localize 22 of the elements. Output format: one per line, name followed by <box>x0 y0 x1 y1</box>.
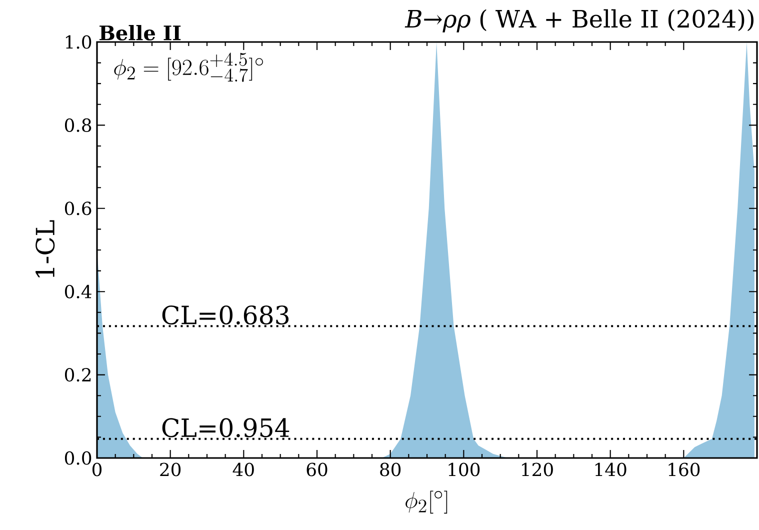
annotation: CL=0.683 <box>162 305 289 325</box>
x-tick-label: 100 <box>448 462 480 476</box>
annotation: CL=0.954 <box>162 418 290 438</box>
text: Belle II <box>100 24 181 40</box>
y-tick-label: 0.8 <box>64 118 92 132</box>
chart-title: B→ρρ ( WA + Belle II (2024)) <box>404 9 754 32</box>
y-tick-label: 0.6 <box>64 202 92 216</box>
x-tick-label: 20 <box>160 462 181 476</box>
y-tick-label: 0.2 <box>64 368 91 382</box>
x-tick-label: 60 <box>306 462 328 476</box>
x-tick-label: 40 <box>232 462 254 476</box>
y-axis-title: 1-CL <box>36 220 55 278</box>
x-tick-label: 0 <box>92 462 102 476</box>
y-tick-label: 0.4 <box>64 284 92 298</box>
x-tick-label: 120 <box>522 462 553 476</box>
x-tick-label: 140 <box>595 462 626 476</box>
y-tick-label: 1.0 <box>66 35 92 49</box>
annotation: $\phi_2 = [92.6^{+4.5}_{-4.7}]^\circ$ <box>114 52 263 82</box>
y-tick-label: 0.0 <box>64 451 92 465</box>
x-axis-title: $\phi_2[^\circ]$ <box>406 490 448 514</box>
x-tick-label: 80 <box>380 462 401 476</box>
x-tick-label: 160 <box>668 462 700 476</box>
